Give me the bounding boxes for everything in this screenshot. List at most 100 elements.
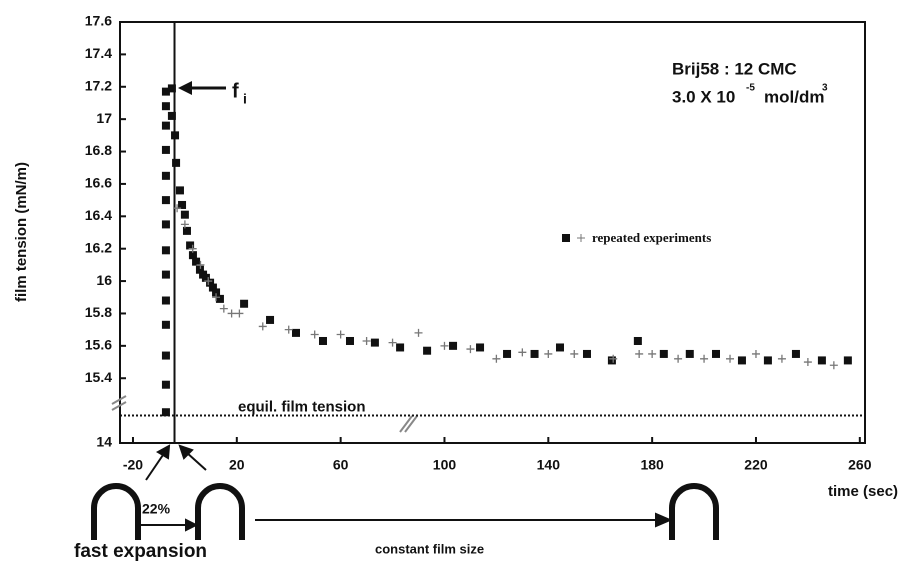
axis-break: [111, 395, 418, 433]
point: [161, 380, 170, 389]
y-tick-label: 14: [96, 434, 112, 450]
plot-frame: [119, 21, 866, 444]
diagram: [91, 444, 719, 540]
point: [396, 343, 405, 352]
point: [700, 354, 709, 363]
annotation: i: [243, 91, 247, 107]
point: [161, 270, 170, 279]
point: [219, 304, 228, 313]
point: [201, 273, 210, 282]
point: [737, 356, 746, 365]
point: [570, 349, 579, 358]
point: [212, 288, 221, 297]
point: [204, 277, 213, 286]
annotation: f: [232, 80, 239, 102]
point: [258, 322, 267, 331]
point: [161, 145, 170, 154]
point: [161, 351, 170, 360]
y-tick-label: 16: [96, 272, 112, 288]
point: [167, 111, 176, 120]
point: [167, 84, 176, 93]
y-axis-label: film tension (mN/m): [13, 162, 30, 302]
x-tick-label: 20: [229, 457, 245, 473]
point: [310, 330, 319, 339]
point: [208, 283, 217, 292]
point: [172, 158, 181, 167]
point: [829, 361, 838, 370]
diagram-label: 22%: [142, 501, 171, 517]
x-tick-label: 260: [848, 457, 872, 473]
y-tick-label: 17.4: [85, 45, 112, 61]
y-tick-label: 16.8: [85, 142, 112, 158]
point: [180, 210, 189, 219]
point: [161, 296, 170, 305]
point: [178, 200, 187, 209]
point: [609, 354, 618, 363]
x-tick-label: -20: [123, 457, 143, 473]
point: [423, 346, 432, 355]
point: [266, 315, 275, 324]
point: [161, 121, 170, 130]
point: [161, 87, 170, 96]
point: [291, 328, 300, 337]
point: [712, 349, 720, 358]
annotation: mol/dm: [764, 87, 824, 106]
diagram-label: fast expansion: [74, 541, 207, 562]
y-tick-label: 17.2: [85, 77, 112, 93]
point: [192, 257, 201, 266]
point: [370, 338, 379, 347]
annotation: 3: [822, 83, 828, 94]
point: [161, 408, 170, 417]
x-tick-label: 180: [640, 457, 664, 473]
point: [188, 244, 197, 253]
point: [161, 171, 170, 180]
x-tick-label: 60: [333, 457, 349, 473]
point: [751, 349, 760, 358]
arrow: [178, 81, 226, 95]
y-tick-label: 16.4: [85, 207, 112, 223]
point: [791, 349, 800, 358]
legend-marker: [562, 234, 570, 242]
point: [161, 246, 170, 255]
point: [777, 354, 786, 363]
point: [530, 349, 539, 358]
x-tick-label: 100: [433, 457, 457, 473]
point: [582, 349, 591, 358]
point: [544, 349, 553, 358]
legend-marker: [577, 234, 585, 242]
y-tick-label: 15.4: [85, 369, 112, 385]
point: [518, 348, 527, 357]
legend-label: repeated experiments: [592, 230, 711, 245]
y-tick-label: 17: [96, 110, 112, 126]
point: [227, 309, 236, 318]
point: [318, 336, 327, 345]
point: [843, 356, 852, 365]
point: [336, 330, 345, 339]
point: [555, 343, 564, 352]
point: [235, 309, 244, 318]
point: [206, 278, 215, 287]
equil-label: equil. film tension: [238, 398, 366, 415]
point: [195, 265, 204, 274]
point: [212, 293, 221, 302]
y-tick-label: 15.8: [85, 304, 112, 320]
point: [633, 336, 642, 345]
point: [171, 131, 180, 140]
x-axis-label: time (sec): [828, 483, 898, 500]
y-tick-label: 15.6: [85, 337, 112, 353]
point: [180, 220, 189, 229]
point: [161, 220, 170, 229]
y-tick-label: 16.6: [85, 175, 112, 191]
y-tick-label: 17.6: [85, 13, 112, 29]
point: [466, 345, 475, 354]
y-tick-label: 16.2: [85, 239, 112, 255]
point: [188, 251, 197, 260]
point: [161, 102, 170, 111]
point: [175, 186, 184, 195]
point: [182, 226, 191, 235]
annotation: 3.0 X 10: [672, 87, 735, 106]
annotation: Brij58 : 12 CMC: [672, 59, 797, 78]
x-tick-label: 140: [537, 457, 561, 473]
